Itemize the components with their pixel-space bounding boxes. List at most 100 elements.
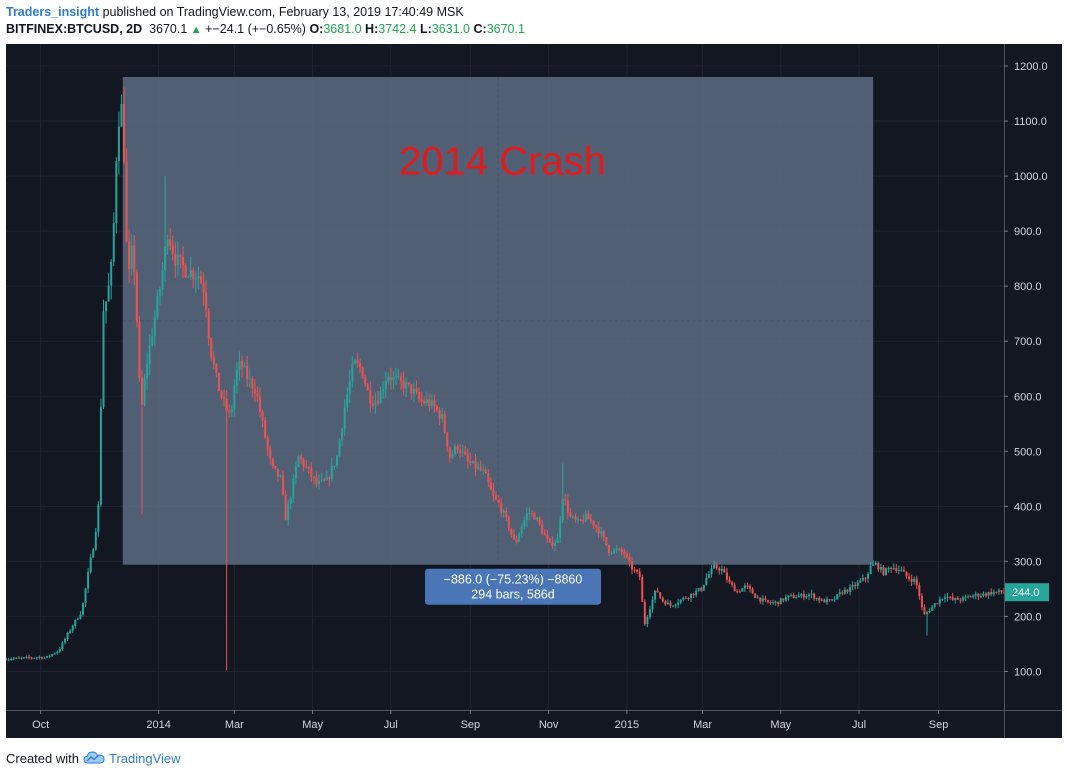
candle-body <box>941 598 944 600</box>
candle-body <box>756 597 759 599</box>
time-tick-label: 2014 <box>146 719 170 731</box>
candle-body <box>359 363 362 368</box>
candle-body <box>897 569 900 572</box>
candle-body <box>48 655 51 657</box>
candle-body <box>882 566 885 575</box>
candle-body <box>695 590 698 595</box>
last-price-badge-label: 244.0 <box>1012 587 1040 599</box>
candle-body <box>895 568 898 572</box>
candle-body <box>692 593 695 595</box>
candle-body <box>220 391 223 398</box>
candle-body <box>751 588 754 594</box>
candle-body <box>392 376 395 381</box>
candle-body <box>289 498 292 504</box>
candle-body <box>833 599 836 601</box>
candle-body <box>464 451 467 455</box>
candle-body <box>133 245 136 273</box>
price-tick-label: 1100.0 <box>1014 116 1047 128</box>
candle-body <box>802 593 805 598</box>
candle-body <box>841 592 844 594</box>
candle-body <box>64 638 67 643</box>
candle-body <box>854 585 857 587</box>
candle-body <box>89 557 92 573</box>
candle-body <box>258 396 261 413</box>
candle-body <box>741 588 744 592</box>
crash-annotation[interactable]: 2014 Crash <box>399 139 606 183</box>
candle-body <box>577 519 580 521</box>
symbol-label: BITFINEX:BTCUSD, 2D <box>6 22 143 36</box>
candle-body <box>71 625 74 631</box>
time-tick-label: 2015 <box>615 719 639 731</box>
candle-body <box>533 513 536 520</box>
candle-body <box>87 572 90 589</box>
candle-body <box>189 270 192 278</box>
candle-body <box>985 593 988 596</box>
tradingview-brand[interactable]: TradingView <box>108 750 181 766</box>
candle-body <box>543 533 546 536</box>
candle-body <box>551 541 554 547</box>
candle-body <box>164 246 167 271</box>
high-value: 3742.4 <box>378 22 417 36</box>
candle-body <box>656 590 659 593</box>
candle-body <box>61 642 64 649</box>
candle-body <box>638 571 641 577</box>
candle-body <box>790 595 793 597</box>
chart-header: Traders_insight published on TradingView… <box>6 4 1064 40</box>
candle-body <box>235 369 238 386</box>
candle-body <box>384 380 387 390</box>
time-tick-label: Sep <box>461 719 481 731</box>
candle-body <box>797 595 800 598</box>
candle-body <box>890 567 893 569</box>
candle-body <box>469 461 472 464</box>
candle-body <box>279 475 282 477</box>
candle-body <box>764 598 767 601</box>
candle-body <box>374 401 377 406</box>
candle-body <box>669 602 672 606</box>
candle-body <box>587 513 590 520</box>
candle-body <box>415 388 418 393</box>
candle-body <box>643 601 646 625</box>
candle-body <box>769 602 772 604</box>
candle-body <box>105 301 108 312</box>
candle-body <box>346 394 349 408</box>
candle-body <box>902 569 905 572</box>
candle-body <box>492 490 495 496</box>
candle-body <box>328 477 331 480</box>
candle-body <box>528 513 531 515</box>
candle-body <box>33 657 36 659</box>
candle-body <box>874 562 877 565</box>
candle-body <box>256 393 259 397</box>
candle-body <box>679 599 682 603</box>
price-tick-label: 400.0 <box>1014 501 1042 513</box>
chart-frame[interactable]: 2014 Crash −886.0 (−75.23%) −8860 294 bar… <box>6 44 1062 738</box>
candle-body <box>394 376 397 378</box>
candle-body <box>148 344 151 364</box>
price-tick-label: 800.0 <box>1014 281 1042 293</box>
candle-body <box>79 614 82 619</box>
candle-body <box>825 599 828 603</box>
candle-body <box>28 656 31 658</box>
candle-body <box>174 253 177 266</box>
candle-body <box>153 317 156 337</box>
author-link[interactable]: Traders_insight <box>6 5 100 19</box>
candle-body <box>199 276 202 284</box>
candle-body <box>387 377 390 381</box>
candle-body <box>666 602 669 605</box>
candle-body <box>35 657 38 659</box>
time-tick-label: Jul <box>852 719 866 731</box>
candle-body <box>184 265 187 278</box>
candle-body <box>351 363 354 381</box>
candle-body <box>356 360 359 364</box>
candle-body <box>6 658 7 660</box>
candle-body <box>607 545 610 553</box>
candle-body <box>736 591 739 593</box>
candle-body <box>820 599 823 601</box>
candle-body <box>915 578 918 586</box>
candle-body <box>566 500 569 513</box>
candle-body <box>813 593 816 599</box>
candle-body <box>910 579 913 582</box>
candle-body <box>569 512 572 517</box>
candle-body <box>325 477 328 481</box>
